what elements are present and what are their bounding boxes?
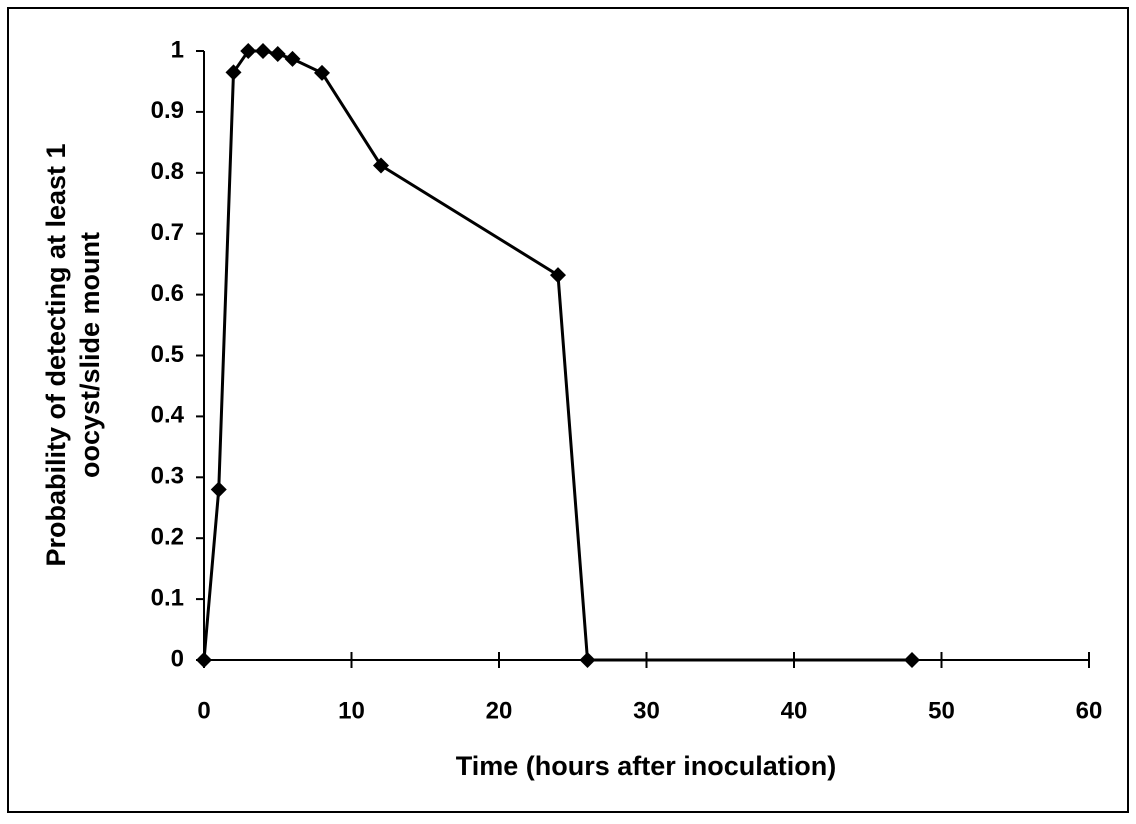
data-point bbox=[240, 43, 257, 59]
x-tick-label: 0 bbox=[197, 697, 210, 724]
y-tick-label: 0.7 bbox=[151, 219, 184, 246]
y-axis-label: Probability of detecting at least 1 bbox=[41, 143, 71, 566]
x-axis-label: Time (hours after inoculation) bbox=[456, 751, 837, 781]
y-tick-label: 0.2 bbox=[151, 524, 184, 551]
data-point bbox=[373, 157, 389, 174]
x-tick-label: 60 bbox=[1076, 697, 1103, 724]
y-tick-label: 0.8 bbox=[151, 158, 184, 185]
data-point bbox=[255, 43, 271, 59]
y-tick-label: 0.1 bbox=[151, 584, 184, 611]
y-tick-label: 0 bbox=[171, 645, 184, 672]
data-point bbox=[579, 652, 596, 668]
x-tick-label: 40 bbox=[781, 697, 808, 724]
y-tick-label: 0.3 bbox=[151, 463, 184, 490]
y-tick-label: 0.9 bbox=[151, 97, 184, 124]
data-point bbox=[314, 64, 330, 81]
data-point bbox=[284, 50, 301, 67]
y-tick-label: 0.5 bbox=[151, 341, 184, 368]
data-point bbox=[210, 481, 227, 498]
y-axis-label: oocyst/slide mount bbox=[75, 232, 105, 478]
x-tick-label: 50 bbox=[928, 697, 955, 724]
data-line bbox=[202, 49, 912, 662]
data-point bbox=[269, 46, 286, 63]
data-point bbox=[904, 652, 920, 668]
x-tick-label: 20 bbox=[486, 697, 513, 724]
data-point bbox=[550, 267, 566, 284]
x-tick-label: 10 bbox=[338, 697, 365, 724]
data-point bbox=[196, 652, 212, 668]
x-tick-label: 30 bbox=[633, 697, 660, 724]
y-tick-label: 0.4 bbox=[151, 402, 185, 429]
data-point bbox=[225, 64, 242, 81]
y-tick-label: 1 bbox=[171, 36, 184, 63]
y-tick-label: 0.6 bbox=[151, 280, 184, 307]
